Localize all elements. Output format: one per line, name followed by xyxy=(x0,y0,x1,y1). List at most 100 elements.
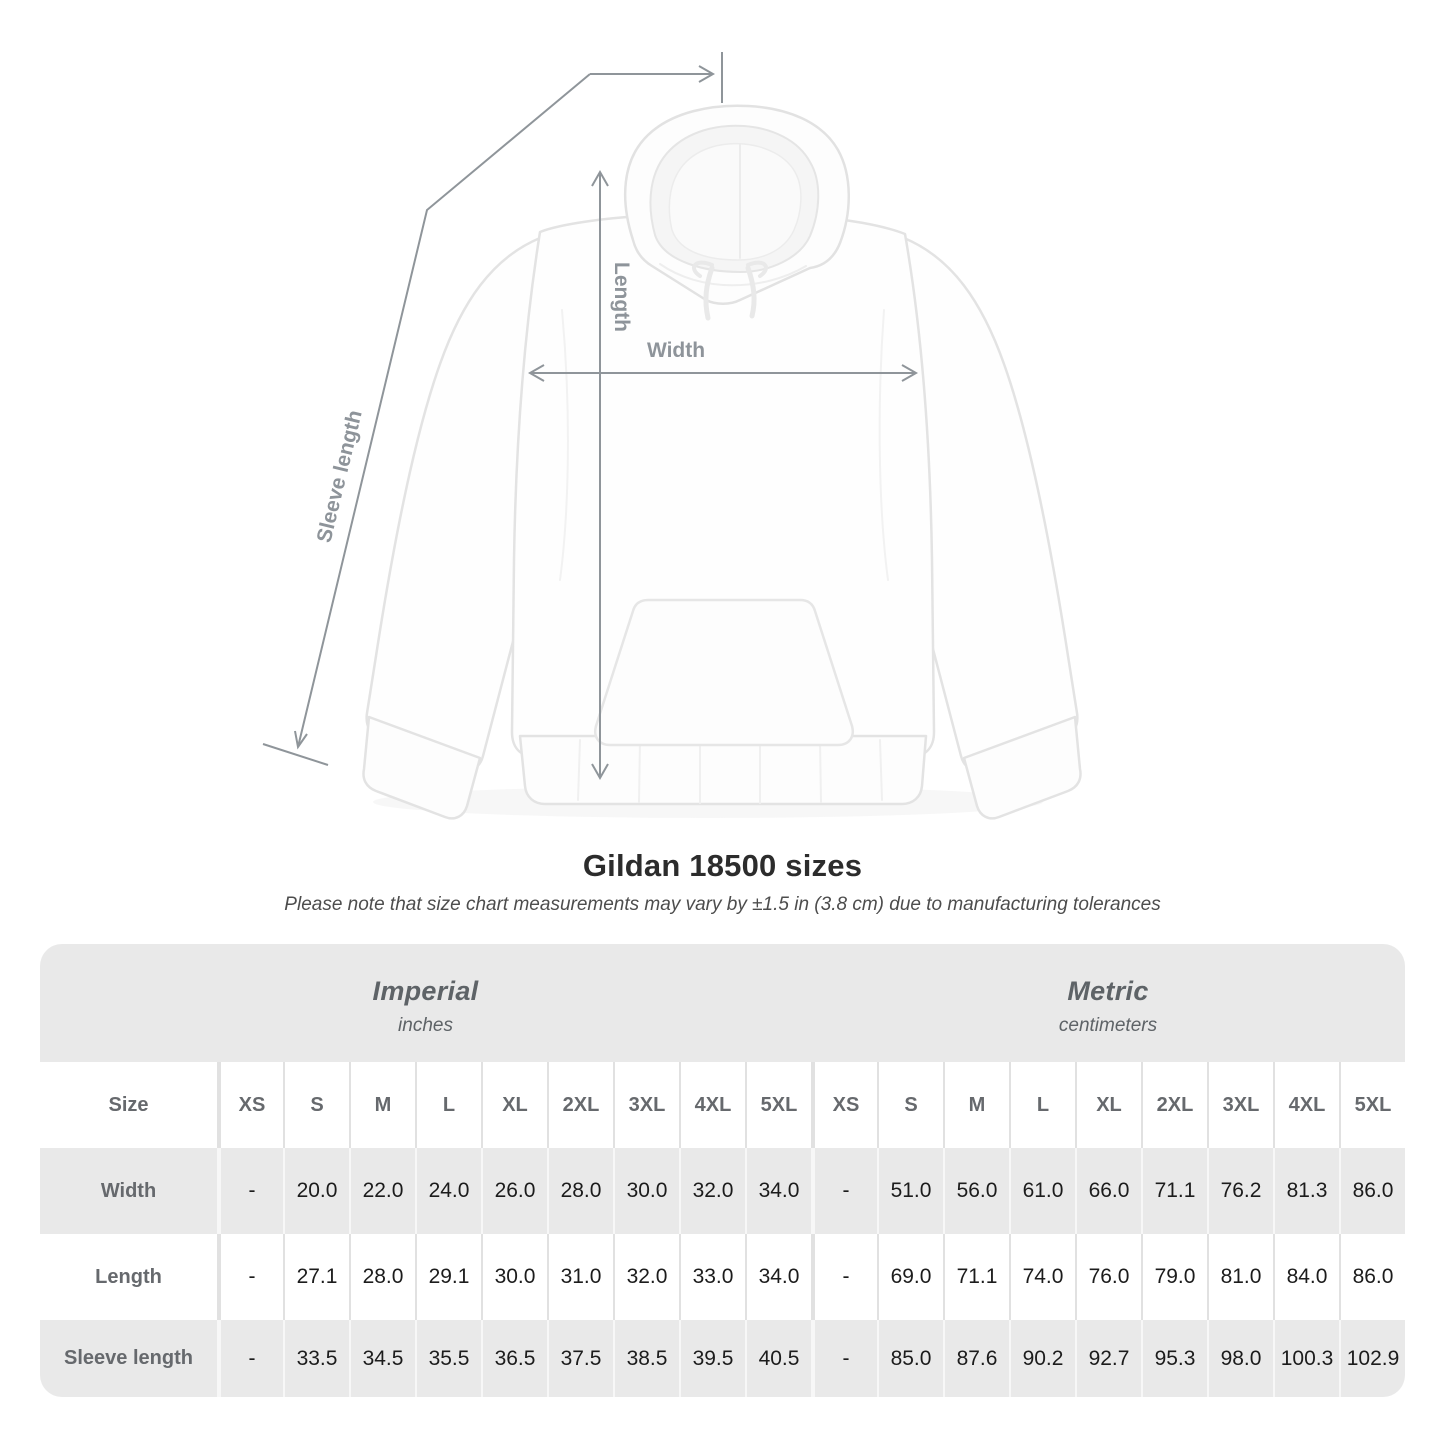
size-header-cell: 4XL xyxy=(679,1062,745,1148)
size-header-cell: 5XL xyxy=(1339,1062,1405,1148)
size-value-cell: 51.0 xyxy=(877,1148,943,1234)
size-value-cell: 81.0 xyxy=(1207,1234,1273,1320)
size-value-cell: 26.0 xyxy=(481,1148,547,1234)
metric-unit-label: centimeters xyxy=(1058,1014,1158,1036)
sleeve-length-label: Sleeve length xyxy=(313,408,367,545)
size-value-cell: 95.3 xyxy=(1141,1320,1207,1397)
size-value-cell: 34.0 xyxy=(745,1148,811,1234)
size-value-cell: 87.6 xyxy=(943,1320,1009,1397)
size-value-cell: 86.0 xyxy=(1339,1148,1405,1234)
page-title: Gildan 18500 sizes xyxy=(582,848,863,883)
size-value-cell: 33.5 xyxy=(283,1320,349,1397)
size-value-cell: 79.0 xyxy=(1141,1234,1207,1320)
unit-group-band: Imperial inches Metric centimeters xyxy=(40,944,1405,1062)
width-label: Width xyxy=(647,339,705,362)
drawstring xyxy=(703,265,715,321)
size-value-cell: 71.1 xyxy=(943,1234,1009,1320)
size-value-cell: 20.0 xyxy=(283,1148,349,1234)
size-header-cell: 3XL xyxy=(613,1062,679,1148)
size-header-cell: M xyxy=(349,1062,415,1148)
size-value-cell: 71.1 xyxy=(1141,1148,1207,1234)
imperial-label: Imperial xyxy=(372,975,479,1006)
size-value-cell: - xyxy=(217,1148,283,1234)
size-value-cell: - xyxy=(811,1148,877,1234)
size-value-cell: 34.5 xyxy=(349,1320,415,1397)
imperial-group-header: Imperial inches xyxy=(40,944,811,1062)
size-value-cell: 33.0 xyxy=(679,1234,745,1320)
drawstring xyxy=(745,265,757,319)
size-value-cell: 86.0 xyxy=(1339,1234,1405,1320)
size-value-cell: 90.2 xyxy=(1009,1320,1075,1397)
size-column-header: Size xyxy=(40,1062,217,1148)
imperial-unit-label: inches xyxy=(398,1014,453,1036)
size-value-cell: 32.0 xyxy=(613,1234,679,1320)
size-value-cell: 102.9 xyxy=(1339,1320,1405,1397)
length-label: Length xyxy=(610,262,633,332)
size-value-cell: 81.3 xyxy=(1273,1148,1339,1234)
fold-line xyxy=(559,309,569,581)
size-value-cell: 69.0 xyxy=(877,1234,943,1320)
left-cuff xyxy=(362,715,482,820)
size-value-cell: 35.5 xyxy=(415,1320,481,1397)
size-value-cell: - xyxy=(811,1234,877,1320)
sleeve-length-arrow xyxy=(262,52,723,766)
hoodie-illustration xyxy=(362,104,1082,820)
size-value-cell: - xyxy=(217,1234,283,1320)
size-value-cell: 29.1 xyxy=(415,1234,481,1320)
size-header-cell: L xyxy=(1009,1062,1075,1148)
size-value-cell: 39.5 xyxy=(679,1320,745,1397)
width-arrow xyxy=(527,364,919,382)
hood-back-panel xyxy=(668,142,802,261)
size-value-cell: - xyxy=(217,1320,283,1397)
size-value-cell: 37.5 xyxy=(547,1320,613,1397)
row-label: Length xyxy=(40,1234,217,1320)
size-table: Imperial inches Metric centimeters Size X… xyxy=(40,944,1405,1397)
metric-group-header: Metric centimeters xyxy=(811,944,1405,1062)
size-header-cell: XS xyxy=(217,1062,283,1148)
size-value-cell: 40.5 xyxy=(745,1320,811,1397)
drawstring-bow xyxy=(692,260,714,278)
size-header-cell: 2XL xyxy=(1141,1062,1207,1148)
row-label: Sleeve length xyxy=(40,1320,217,1397)
size-header-cell: XS xyxy=(811,1062,877,1148)
size-header-cell: 2XL xyxy=(547,1062,613,1148)
size-value-cell: 30.0 xyxy=(481,1234,547,1320)
size-value-cell: 84.0 xyxy=(1273,1234,1339,1320)
size-header-cell: L xyxy=(415,1062,481,1148)
size-value-cell: - xyxy=(811,1320,877,1397)
size-value-cell: 98.0 xyxy=(1207,1320,1273,1397)
measurement-guides xyxy=(262,52,919,781)
size-header-cell: 5XL xyxy=(745,1062,811,1148)
size-value-cell: 38.5 xyxy=(613,1320,679,1397)
size-value-cell: 28.0 xyxy=(547,1148,613,1234)
size-value-cell: 61.0 xyxy=(1009,1148,1075,1234)
size-header-cell: M xyxy=(943,1062,1009,1148)
metric-label: Metric xyxy=(1067,975,1149,1006)
size-value-cell: 34.0 xyxy=(745,1234,811,1320)
length-arrow xyxy=(591,169,609,781)
size-value-cell: 32.0 xyxy=(679,1148,745,1234)
hem-ribbing xyxy=(577,739,883,804)
size-header-cell: S xyxy=(283,1062,349,1148)
size-value-cell: 28.0 xyxy=(349,1234,415,1320)
size-value-cell: 24.0 xyxy=(415,1148,481,1234)
kangaroo-pocket xyxy=(594,598,854,747)
drawstring-bow xyxy=(746,260,768,278)
size-header-cell: S xyxy=(877,1062,943,1148)
hoodie-measurement-diagram: Length Width Sleeve length xyxy=(262,52,1082,820)
hoodie-diagram-svg: Length Width Sleeve length xyxy=(262,52,1082,820)
neck-seam xyxy=(659,263,807,287)
size-value-cell: 85.0 xyxy=(877,1320,943,1397)
size-value-cell: 92.7 xyxy=(1075,1320,1141,1397)
size-value-cell: 31.0 xyxy=(547,1234,613,1320)
size-value-cell: 36.5 xyxy=(481,1320,547,1397)
size-value-cell: 76.0 xyxy=(1075,1234,1141,1320)
size-value-cell: 100.3 xyxy=(1273,1320,1339,1397)
size-header-cell: 4XL xyxy=(1273,1062,1339,1148)
size-value-cell: 76.2 xyxy=(1207,1148,1273,1234)
right-cuff xyxy=(962,715,1082,820)
row-label: Width xyxy=(40,1148,217,1234)
fold-line xyxy=(878,309,889,581)
size-header-cell: XL xyxy=(1075,1062,1141,1148)
